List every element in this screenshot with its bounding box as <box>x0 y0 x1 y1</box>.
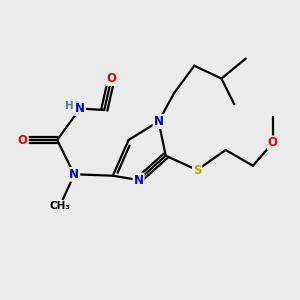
Text: O: O <box>18 134 28 146</box>
Text: CH₃: CH₃ <box>50 201 70 211</box>
Text: S: S <box>193 164 201 176</box>
Text: N: N <box>69 168 79 181</box>
Text: N: N <box>154 115 164 128</box>
Text: O: O <box>106 72 116 85</box>
Text: O: O <box>268 136 278 149</box>
Text: N: N <box>134 173 144 187</box>
Text: N: N <box>75 102 85 115</box>
Text: H: H <box>65 101 74 111</box>
